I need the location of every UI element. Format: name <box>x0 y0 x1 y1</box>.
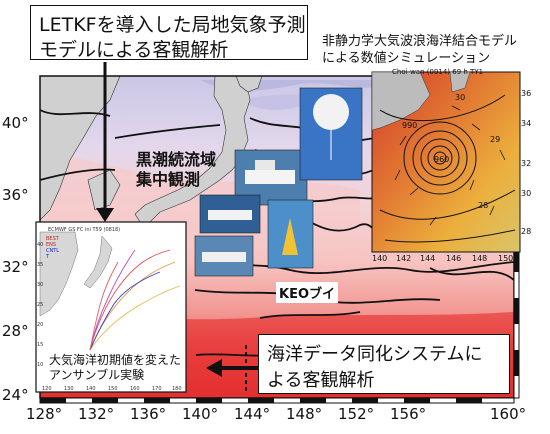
ship-icon <box>245 170 295 184</box>
inset-lat-label: 15 <box>37 342 43 348</box>
ship-icon <box>255 160 275 170</box>
inset-land-asia <box>39 231 79 317</box>
inset-lat-label: 10 <box>37 362 43 368</box>
ship-icon <box>208 210 252 220</box>
lat-label: 40° <box>2 114 29 132</box>
inset-lat-label: 20 <box>37 322 43 328</box>
inset-lat-label: 32 <box>521 159 531 168</box>
inset-lat-label: 34 <box>521 119 531 128</box>
inset-lon-label: 180 <box>172 386 182 392</box>
contour-label: 990 <box>402 121 417 130</box>
lat-label: 32° <box>2 258 29 276</box>
inset-land <box>449 71 471 93</box>
inset-lat-label: 30 <box>521 189 531 198</box>
inset-right-header: Choi-wan (0914) 69 h TY1 <box>392 68 483 76</box>
photos <box>194 87 363 277</box>
balloon-icon <box>313 94 349 130</box>
bottom-callout-line1: 海洋データ同化システムに <box>267 344 483 365</box>
arrows <box>96 62 262 392</box>
wind-vectors <box>394 105 506 226</box>
arrowhead <box>206 359 222 377</box>
inset-left-caption-line2: アンサンブル実験 <box>49 368 145 382</box>
land-asia <box>39 75 121 221</box>
inset-lon-label: 130 <box>64 386 74 392</box>
top-callout-line1: LETKFを導入した局地気象予測 <box>39 14 306 36</box>
bottom-callout: 海洋データ同化システムに よる客観解析 <box>258 334 510 394</box>
contour-label: 28 <box>478 201 488 210</box>
inset-lon-label: 150 <box>108 386 118 392</box>
inset-lon-label: 142 <box>396 254 411 263</box>
inset-left-caption-line1: 大気海洋初期値を変えた <box>49 353 182 367</box>
lat-label: 28° <box>2 322 29 340</box>
lon-label: 160° <box>490 405 527 423</box>
lon-label: 128° <box>26 405 63 423</box>
inset-lon-label: 140 <box>372 254 387 263</box>
lat-label: 36° <box>2 186 29 204</box>
inset-lon-label: 148 <box>472 254 487 263</box>
contour-label: 30 <box>455 93 465 102</box>
inset-lat-label: 30 <box>37 282 43 288</box>
lon-label: 140° <box>182 405 219 423</box>
legend-item: BEST <box>46 236 60 242</box>
inset-left-map: ECMWF GS FC ini T59 (0818) BEST ENS CNTL… <box>35 221 187 393</box>
kuroshio-label-line1: 黒潮続流域 <box>136 150 217 169</box>
lat-label: 24° <box>2 386 29 404</box>
buoy-icon <box>282 218 298 255</box>
inset-land <box>371 71 431 131</box>
inset-land-japan <box>83 235 113 289</box>
legend-item: ENS <box>46 242 56 248</box>
inset-lat-label: 40 <box>37 242 43 248</box>
lon-label: 144° <box>234 405 271 423</box>
arrowhead <box>96 208 114 222</box>
top-callout: LETKFを導入した局地気象予測 モデルによる客観解析 <box>30 5 308 61</box>
lon-label: 132° <box>78 405 115 423</box>
inset-lat-label: 35 <box>37 262 43 268</box>
inset-lat-label: 36 <box>521 89 531 98</box>
contour-label: 29 <box>490 135 500 144</box>
ship-icon <box>202 252 246 262</box>
typhoon-track-ensemble <box>89 249 181 351</box>
inset-lat-label: 28 <box>521 227 531 236</box>
inset-lon-label: 144 <box>420 254 435 263</box>
lon-label: 156° <box>390 405 427 423</box>
lon-label: 148° <box>286 405 323 423</box>
keo-buoy-label: KEOブイ <box>276 282 339 303</box>
legend-item: T <box>45 254 50 260</box>
legend-item: CNTL <box>46 248 59 254</box>
inset-lon-label: 170 <box>152 386 162 392</box>
inset-lat-label: 25 <box>37 302 43 308</box>
inset-lon-label: 150 <box>498 254 513 263</box>
inset-lon-label: 160 <box>130 386 140 392</box>
contour-label: 960 <box>434 155 449 164</box>
lon-label: 152° <box>338 405 375 423</box>
kuroshio-label-line2: 集中観測 <box>136 170 201 189</box>
inset-lon-label: 146 <box>446 254 461 263</box>
inset-left-header: ECMWF GS FC ini T59 (0818) <box>48 227 120 233</box>
right-caption-line2: による数値シミュレーション <box>322 51 491 66</box>
inset-lon-label: 120 <box>42 386 52 392</box>
bottom-callout-line2: よる客観解析 <box>267 370 375 391</box>
lon-label: 136° <box>130 405 167 423</box>
inset-lon-label: 140 <box>86 386 96 392</box>
inset-right-map: 960 990 28 29 30 Choi-wan (0914) 69 h TY… <box>371 68 531 263</box>
typhoon-isobars <box>379 94 516 243</box>
right-caption-line1: 非静力学大気波浪海洋結合モデル <box>322 34 518 49</box>
top-callout-line2: モデルによる客観解析 <box>39 39 229 61</box>
